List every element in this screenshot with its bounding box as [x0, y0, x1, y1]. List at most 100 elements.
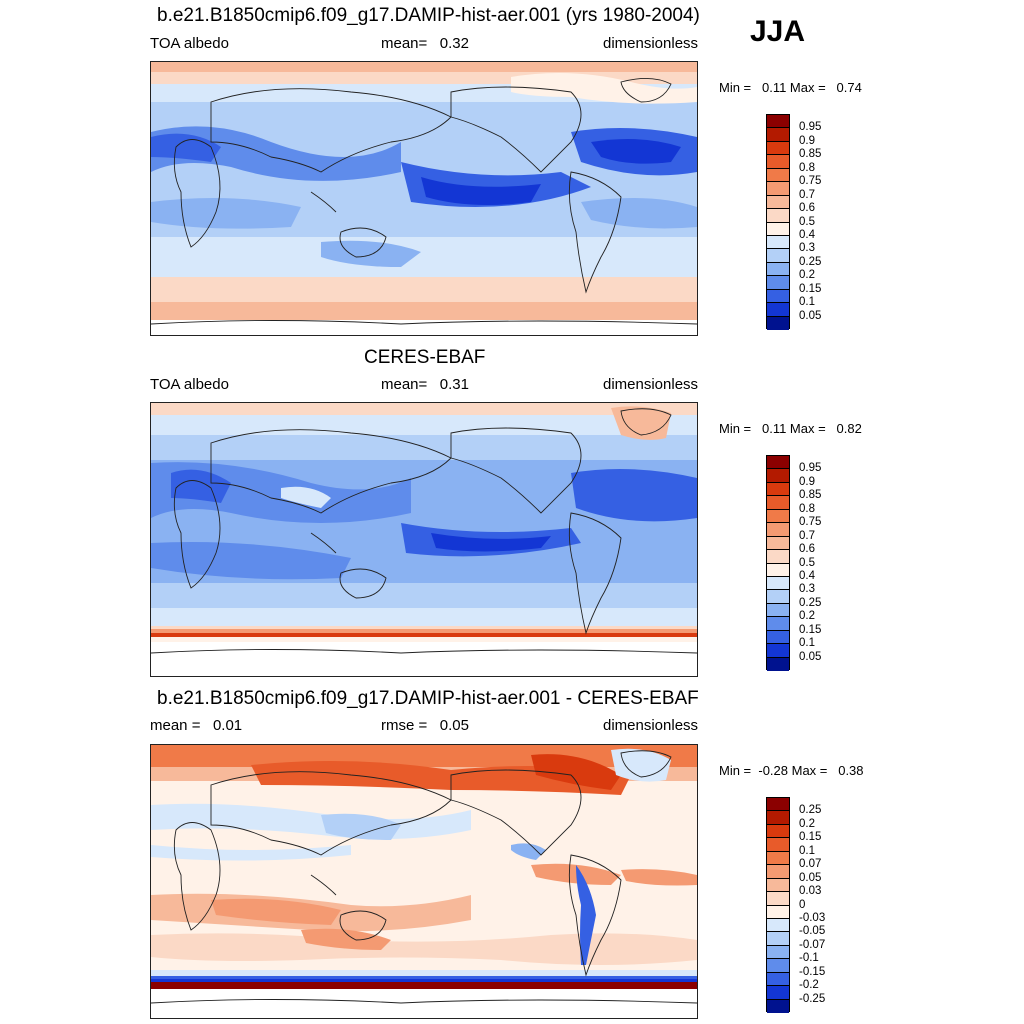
panel2-map: [150, 402, 698, 677]
panel1-colorbar-label: 0.1: [799, 296, 815, 309]
panel3-colorbar-label: 0: [799, 898, 806, 911]
panel2-colorbar-label: 0.25: [799, 596, 822, 609]
panel1-map-svg: [151, 62, 697, 335]
panel2-map-svg: [151, 403, 697, 676]
panel3-colorbar-swatch: [767, 838, 789, 852]
panel2-colorbar-label: 0.75: [799, 516, 822, 529]
panel1-colorbar-label: 0.5: [799, 215, 815, 228]
panel2-variable-label: TOA albedo: [150, 376, 229, 393]
panel3-colorbar-swatch: [767, 824, 789, 839]
panel2-colorbar-swatch: [767, 456, 789, 470]
panel2-colorbar-swatch: [767, 523, 789, 537]
panel2-colorbar-swatch: [767, 576, 789, 591]
panel1-colorbar-label: 0.8: [799, 161, 815, 174]
panel3-colorbar-swatch: [767, 892, 789, 906]
panel3-mean-label: mean = 0.01: [150, 717, 243, 734]
panel3-colorbar-label: 0.2: [799, 817, 815, 830]
panel3-rmse-label: rmse = 0.05: [381, 717, 469, 734]
panel3-colorbar-swatch: [767, 959, 789, 973]
panel1-mean-label: mean= 0.32: [381, 35, 469, 52]
panel1-colorbar-label: 0.3: [799, 242, 815, 255]
panel1-units-label: dimensionless: [603, 35, 699, 52]
panel1-map: [150, 61, 698, 336]
season-label: JJA: [750, 15, 806, 48]
panel1-colorbar-swatch: [767, 316, 789, 330]
panel3-colorbar: [766, 797, 790, 1013]
panel2-colorbar-swatch: [767, 617, 789, 631]
panel3-colorbar-swatch: [767, 972, 789, 987]
panel2-colorbar-swatch: [767, 644, 789, 658]
panel1-colorbar-label: 0.7: [799, 188, 815, 201]
panel2-colorbar-label: 0.2: [799, 610, 815, 623]
panel2-colorbar-swatch: [767, 590, 789, 604]
panel2-minmax-label: Min = 0.11 Max = 0.82: [719, 421, 862, 436]
panel3-colorbar-label: 0.1: [799, 844, 815, 857]
panel2-colorbar-label: 0.05: [799, 650, 822, 663]
panel1-colorbar-label: 0.9: [799, 134, 815, 147]
panel1-colorbar-swatch: [767, 195, 789, 210]
panel1-colorbar-swatch: [767, 141, 789, 156]
panel1-colorbar-swatch: [767, 235, 789, 250]
panel3-colorbar-label: -0.03: [799, 912, 826, 924]
panel1-colorbar-label: 0.15: [799, 282, 822, 295]
panel3-colorbar-swatch: [767, 999, 789, 1013]
panel1-colorbar-swatch: [767, 249, 789, 263]
panel1-variable-label: TOA albedo: [150, 35, 229, 52]
panel3-colorbar-swatch: [767, 905, 789, 919]
panel1-colorbar-label: 0.4: [799, 229, 815, 241]
panel1-colorbar-swatch: [767, 128, 789, 142]
panel2-colorbar-swatch: [767, 482, 789, 497]
panel2-colorbar-label: 0.7: [799, 529, 815, 542]
panel3-colorbar-label: 0.07: [799, 858, 822, 871]
panel1-colorbar-swatch: [767, 289, 789, 304]
panel1-colorbar-swatch: [767, 222, 789, 236]
panel3-minmax-label: Min = -0.28 Max = 0.38: [719, 763, 864, 778]
panel2-units-label: dimensionless: [603, 376, 699, 393]
panel3-colorbar-label: -0.25: [799, 992, 826, 1005]
panel1-colorbar-swatch: [767, 262, 789, 277]
panel1-colorbar-label: 0.95: [799, 121, 822, 134]
panel3-colorbar-swatch: [767, 932, 789, 946]
panel1-colorbar-swatch: [767, 168, 789, 183]
panel3-map-svg: [151, 745, 697, 1018]
panel2-colorbar-swatch: [767, 657, 789, 671]
panel2-colorbar-swatch: [767, 469, 789, 483]
panel3-colorbar-swatch: [767, 878, 789, 893]
panel3-colorbar-swatch: [767, 945, 789, 960]
panel1-colorbar-swatch: [767, 115, 789, 129]
panel2-colorbar-label: 0.4: [799, 570, 815, 582]
panel1-colorbar-label: 0.05: [799, 309, 822, 322]
panel3-colorbar-label: -0.1: [799, 952, 819, 965]
panel2-colorbar-swatch: [767, 536, 789, 551]
panel2-colorbar-label: 0.95: [799, 462, 822, 475]
panel1-colorbar-swatch: [767, 155, 789, 169]
panel3-colorbar-label: -0.05: [799, 925, 826, 938]
panel1-colorbar-label: 0.25: [799, 255, 822, 268]
panel2-colorbar-label: 0.8: [799, 502, 815, 515]
panel1-colorbar: [766, 114, 790, 330]
panel3-colorbar-label: 0.03: [799, 885, 822, 898]
panel3-colorbar-label: 0.25: [799, 804, 822, 817]
panel1-colorbar-label: 0.2: [799, 269, 815, 282]
panel2-colorbar-label: 0.85: [799, 489, 822, 502]
panel2-colorbar-swatch: [767, 603, 789, 618]
panel3-colorbar-label: 0.15: [799, 831, 822, 844]
panel2-colorbar-swatch: [767, 509, 789, 524]
panel2-colorbar-swatch: [767, 550, 789, 564]
panel2-colorbar-swatch: [767, 563, 789, 577]
panel3-map: [150, 744, 698, 1019]
panel1-colorbar-label: 0.6: [799, 202, 815, 215]
panel2-colorbar-label: 0.9: [799, 475, 815, 488]
panel1-colorbar-swatch: [767, 276, 789, 290]
panel3-colorbar-label: -0.15: [799, 965, 826, 978]
panel2-colorbar-label: 0.1: [799, 637, 815, 650]
panel2-mean-label: mean= 0.31: [381, 376, 469, 393]
panel3-colorbar-swatch: [767, 986, 789, 1000]
panel1-colorbar-swatch: [767, 182, 789, 196]
panel1-title: b.e21.B1850cmip6.f09_g17.DAMIP-hist-aer.…: [157, 5, 700, 26]
panel2-colorbar-label: 0.15: [799, 623, 822, 636]
panel3-colorbar-swatch: [767, 865, 789, 879]
panel2-colorbar-label: 0.6: [799, 543, 815, 556]
panel3-colorbar-swatch: [767, 798, 789, 812]
panel2-colorbar-label: 0.5: [799, 556, 815, 569]
